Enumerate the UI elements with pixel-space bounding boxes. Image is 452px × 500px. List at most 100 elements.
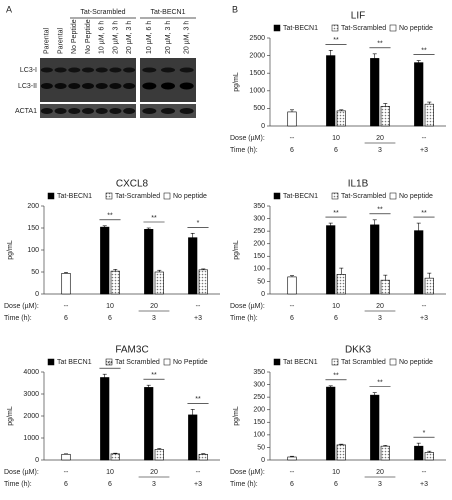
y-axis-label: pg/mL (233, 406, 240, 426)
lane-label: 10 µM, 6 h (146, 21, 153, 54)
band (109, 108, 122, 114)
band (82, 67, 94, 73)
significance-label: ** (107, 361, 113, 368)
dose-label: -- (64, 303, 69, 310)
significance-label: ** (333, 210, 339, 217)
lane-label: No Peptide (85, 19, 92, 54)
row-label: LC3-I (20, 67, 37, 74)
bar (424, 452, 434, 461)
time-label: 6 (334, 147, 338, 154)
y-tick-label: 0 (261, 123, 265, 130)
y-tick-label: 2500 (249, 35, 265, 42)
bar (370, 394, 380, 461)
y-tick-label: 350 (253, 369, 265, 376)
dose-label: -- (290, 303, 295, 310)
legend-swatch (105, 358, 113, 366)
significance-label: ** (151, 215, 157, 222)
band (123, 67, 136, 73)
significance-label: ** (195, 396, 201, 403)
legend-label: Tat-Scrambled (341, 193, 386, 200)
y-tick-label: 0 (261, 291, 265, 298)
band (40, 83, 53, 89)
legend-label: Tat-Scrambled (115, 193, 160, 200)
bar (198, 269, 208, 295)
lane-label: Parental (44, 27, 51, 54)
band (109, 83, 122, 89)
lane-label: Parental (57, 27, 64, 54)
bar (380, 279, 390, 295)
chart-title: DKK3 (345, 345, 372, 356)
time-row-label: Time (h): (4, 315, 32, 322)
time-label: 6 (108, 315, 112, 322)
time-label: 3 (378, 315, 382, 322)
time-label: 3 (378, 481, 382, 488)
significance-label: ** (151, 372, 157, 379)
band (54, 67, 67, 73)
bar (424, 103, 434, 127)
time-label: +3 (420, 481, 428, 488)
band (40, 108, 53, 114)
legend-swatch (389, 192, 397, 200)
band (68, 108, 81, 114)
y-tick-label: 500 (253, 105, 265, 112)
y-tick-label: 300 (253, 215, 265, 222)
dose-label: -- (196, 469, 201, 476)
legend-swatch (389, 24, 397, 32)
y-axis-label: pg/mL (233, 72, 240, 92)
y-tick-label: 150 (253, 253, 265, 260)
bar (326, 386, 336, 461)
bar (380, 445, 390, 461)
bar (198, 453, 208, 461)
band (142, 82, 157, 90)
time-label: 3 (152, 315, 156, 322)
significance-label: ** (107, 213, 113, 220)
dose-label: 20 (150, 469, 158, 476)
time-label: 3 (152, 481, 156, 488)
lane-label: 20 µM, 3 h (126, 21, 133, 54)
legend-swatch (331, 192, 339, 200)
legend-label: Tat BECN1 (57, 359, 92, 366)
band (142, 108, 157, 114)
time-label: +3 (194, 315, 202, 322)
time-row-label: Time (h): (4, 481, 32, 488)
row-label: ACTA1 (15, 108, 37, 115)
bar (61, 273, 71, 295)
significance-label: ** (377, 41, 383, 48)
dose-label: 10 (106, 303, 114, 310)
group-label: Tat-Scrambled (80, 9, 125, 16)
legend-swatch (273, 24, 281, 32)
band (179, 108, 194, 114)
legend-swatch (331, 24, 339, 32)
band (109, 67, 122, 73)
dose-label: 20 (376, 469, 384, 476)
bar (188, 414, 198, 461)
time-label: +3 (420, 315, 428, 322)
lane-label: 20 µM, 3 h (184, 21, 191, 54)
band (95, 108, 108, 114)
band (142, 67, 157, 73)
legend-label: No Peptide (173, 359, 208, 366)
bar (287, 111, 297, 127)
bar (144, 229, 154, 295)
bar (287, 456, 297, 461)
y-tick-label: 50 (257, 444, 265, 451)
dose-label: -- (64, 469, 69, 476)
band (54, 108, 67, 114)
dose-label: -- (290, 469, 295, 476)
time-label: +3 (194, 481, 202, 488)
bar (370, 224, 380, 295)
y-tick-label: 150 (253, 419, 265, 426)
dose-row-label: Dose (µM): (4, 303, 39, 310)
bar (61, 453, 71, 461)
y-tick-label: 100 (253, 266, 265, 273)
lane-label: 10 µM, 6 h (99, 21, 106, 54)
legend-swatch (389, 358, 397, 366)
legend-label: Tat BECN1 (283, 359, 318, 366)
blot-strip (40, 58, 136, 102)
legend-label: Tat Scrambled (341, 359, 386, 366)
lane-label: No Peptide (71, 19, 78, 54)
dose-label: 20 (376, 135, 384, 142)
time-label: 3 (378, 147, 382, 154)
bar (144, 387, 154, 461)
legend-label: Tat-Scrambled (341, 25, 386, 32)
